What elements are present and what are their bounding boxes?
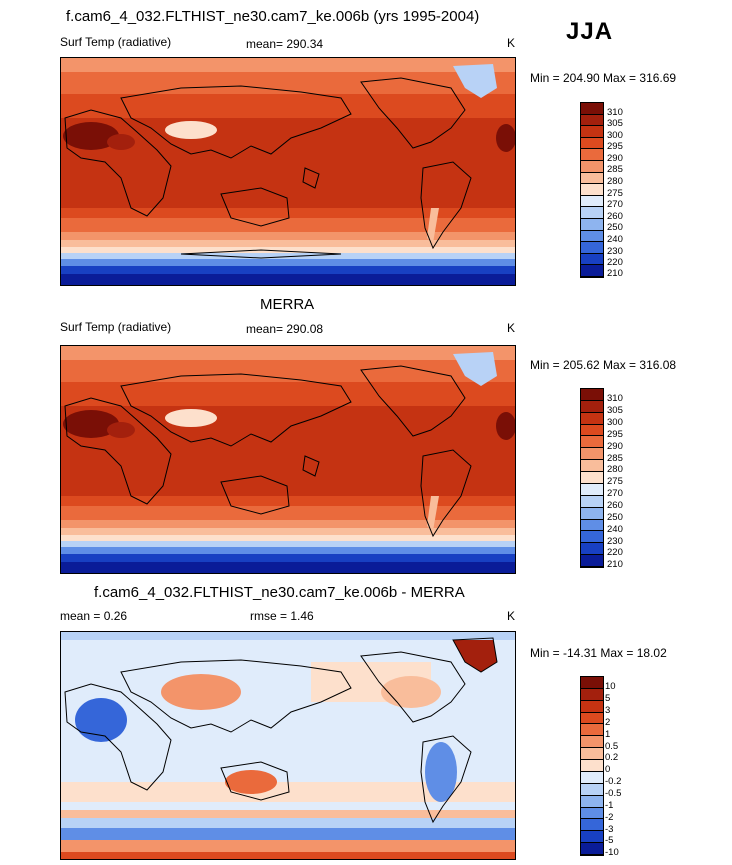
colorbar-tick: 5 — [605, 693, 611, 704]
colorbar-tick: 275 — [607, 188, 623, 199]
panel-2-map — [60, 345, 516, 574]
colorbar-tick: 250 — [607, 222, 623, 233]
colorbar-tick: 305 — [607, 405, 623, 416]
colorbar-tick: 280 — [607, 464, 623, 475]
panel-1-unit: K — [507, 36, 516, 50]
panel-3-map — [60, 631, 516, 860]
panel-3-mean-label: mean = 0.26 — [60, 609, 128, 623]
colorbar-tick: 2 — [605, 717, 611, 728]
panel-1-colorbar — [580, 102, 604, 278]
colorbar-tick: 310 — [607, 393, 623, 404]
panel-1-contour-map — [61, 58, 515, 285]
colorbar-tick: 0 — [605, 764, 611, 775]
colorbar-tick: -3 — [605, 824, 614, 835]
colorbar-tick: 300 — [607, 130, 623, 141]
panel-2-colorbar — [580, 388, 604, 568]
panel-1-map — [60, 57, 516, 286]
colorbar-tick: 305 — [607, 118, 623, 129]
colorbar-tick: 260 — [607, 500, 623, 511]
colorbar-tick: 295 — [607, 429, 623, 440]
colorbar-tick: 230 — [607, 536, 623, 547]
colorbar-tick: 3 — [605, 705, 611, 716]
colorbar-tick: 295 — [607, 141, 623, 152]
colorbar-tick: 230 — [607, 246, 623, 257]
colorbar-tick: 300 — [607, 417, 623, 428]
colorbar-tick: 1 — [605, 729, 611, 740]
colorbar-tick: 250 — [607, 512, 623, 523]
colorbar-tick: 285 — [607, 453, 623, 464]
colorbar-tick: 220 — [607, 257, 623, 268]
colorbar-tick: 275 — [607, 476, 623, 487]
colorbar-tick: -0.5 — [605, 788, 622, 799]
colorbar-tick: 0.5 — [605, 741, 619, 752]
panel-2-title: MERRA — [260, 296, 315, 313]
colorbar-tick: -10 — [605, 847, 619, 858]
colorbar-tick: -5 — [605, 835, 614, 846]
colorbar-tick: 240 — [607, 234, 623, 245]
panel-3-unit: K — [507, 609, 516, 623]
panel-3-contour-map — [61, 632, 515, 859]
panel-2-variable-label: Surf Temp (radiative) — [60, 320, 172, 334]
colorbar-tick: 290 — [607, 441, 623, 452]
panel-3-minmax: Min = -14.31 Max = 18.02 — [530, 646, 667, 660]
colorbar-tick: 240 — [607, 524, 623, 535]
panel-3-rmse-label: rmse = 1.46 — [250, 609, 314, 623]
colorbar-tick: 10 — [605, 681, 616, 692]
colorbar-tick: -0.2 — [605, 776, 622, 787]
colorbar-tick: 310 — [607, 107, 623, 118]
colorbar-tick: 270 — [607, 488, 623, 499]
colorbar-tick: 0.2 — [605, 752, 619, 763]
colorbar-tick: 270 — [607, 199, 623, 210]
panel-1-variable-label: Surf Temp (radiative) — [60, 35, 172, 49]
colorbar-tick: 260 — [607, 211, 623, 222]
colorbar-tick: 280 — [607, 176, 623, 187]
colorbar-tick: 285 — [607, 164, 623, 175]
colorbar-tick: -2 — [605, 812, 614, 823]
colorbar-tick: 210 — [607, 559, 623, 570]
season-label: JJA — [566, 18, 614, 45]
panel-3-colorbar — [580, 676, 604, 856]
colorbar-tick: -1 — [605, 800, 614, 811]
colorbar-tick: 210 — [607, 268, 623, 279]
colorbar-tick: 220 — [607, 547, 623, 558]
panel-2-contour-map — [61, 346, 515, 573]
panel-2-unit: K — [507, 321, 516, 335]
panel-1-minmax: Min = 204.90 Max = 316.69 — [530, 71, 677, 85]
panel-2-minmax: Min = 205.62 Max = 316.08 — [530, 358, 677, 372]
panel-1-mean-label: mean= 290.34 — [246, 37, 324, 51]
panel-1-title: f.cam6_4_032.FLTHIST_ne30.cam7_ke.006b (… — [66, 8, 480, 25]
colorbar-tick: 290 — [607, 153, 623, 164]
panel-3-title: f.cam6_4_032.FLTHIST_ne30.cam7_ke.006b -… — [94, 584, 465, 601]
panel-2-mean-label: mean= 290.08 — [246, 322, 324, 336]
